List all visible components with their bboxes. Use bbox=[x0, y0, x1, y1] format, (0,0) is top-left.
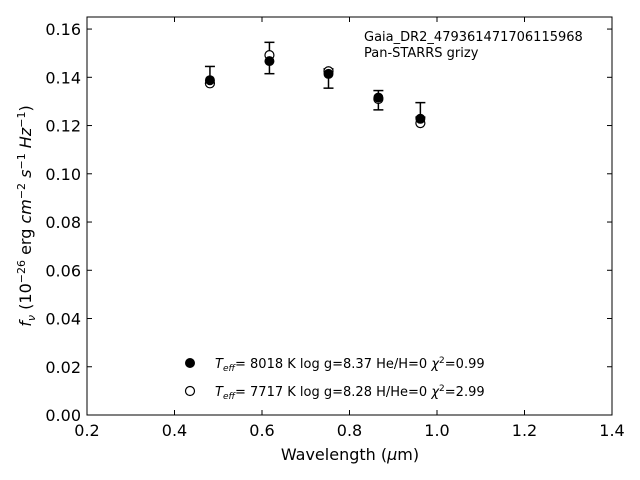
annotation-source-id: Gaia_DR2_479361471706115968 bbox=[364, 30, 583, 45]
plot-area bbox=[86, 16, 613, 416]
y-tick-label: 0.04 bbox=[45, 310, 81, 329]
y-tick-label: 0.00 bbox=[45, 406, 81, 425]
filled-circle-point bbox=[323, 68, 334, 79]
x-tick-label: 1.2 bbox=[512, 421, 537, 440]
legend-entry-1: Teff= 8018 K log g=8.37 He/H=0 χ2=0.99 bbox=[215, 356, 485, 374]
legend-entry-2: Teff= 7717 K log g=8.28 H/He=0 χ2=2.99 bbox=[215, 384, 485, 402]
filled-circle-point bbox=[373, 92, 384, 103]
x-axis-ticks: 0.2 0.4 0.6 0.8 1.0 1.2 1.4 bbox=[74, 17, 625, 440]
y-tick-label: 0.14 bbox=[45, 68, 81, 87]
data-markers bbox=[204, 50, 426, 129]
y-tick-label: 0.10 bbox=[45, 165, 81, 184]
filled-circle-point bbox=[415, 113, 426, 124]
y-axis-label: fν (10−26 erg cm−2 s−1 Hz−1) bbox=[15, 105, 38, 326]
x-tick-label: 0.6 bbox=[249, 421, 274, 440]
x-tick-label: 0.2 bbox=[74, 421, 99, 440]
y-tick-label: 0.06 bbox=[45, 261, 81, 280]
x-tick-label: 0.8 bbox=[337, 421, 362, 440]
x-tick-label: 0.4 bbox=[162, 421, 187, 440]
filled-circle-point bbox=[264, 56, 275, 67]
y-tick-label: 0.02 bbox=[45, 358, 81, 377]
legend-filled-marker bbox=[185, 358, 195, 368]
x-tick-label: 1.4 bbox=[599, 421, 624, 440]
legend-open-marker bbox=[184, 385, 196, 397]
y-tick-label: 0.16 bbox=[45, 20, 81, 39]
y-tick-label: 0.08 bbox=[45, 213, 81, 232]
legend: Teff= 8018 K log g=8.37 He/H=0 χ2=0.99 T… bbox=[184, 356, 485, 402]
x-axis-label: Wavelength (μm) bbox=[281, 445, 419, 464]
x-tick-label: 1.0 bbox=[424, 421, 449, 440]
y-tick-label: 0.12 bbox=[45, 117, 81, 136]
annotation-survey: Pan-STARRS grizy bbox=[364, 46, 479, 61]
filled-circle-point bbox=[204, 75, 215, 86]
y-axis-ticks: 0.00 0.02 0.04 0.06 0.08 0.10 0.12 0.14 0.16 bbox=[45, 20, 612, 425]
